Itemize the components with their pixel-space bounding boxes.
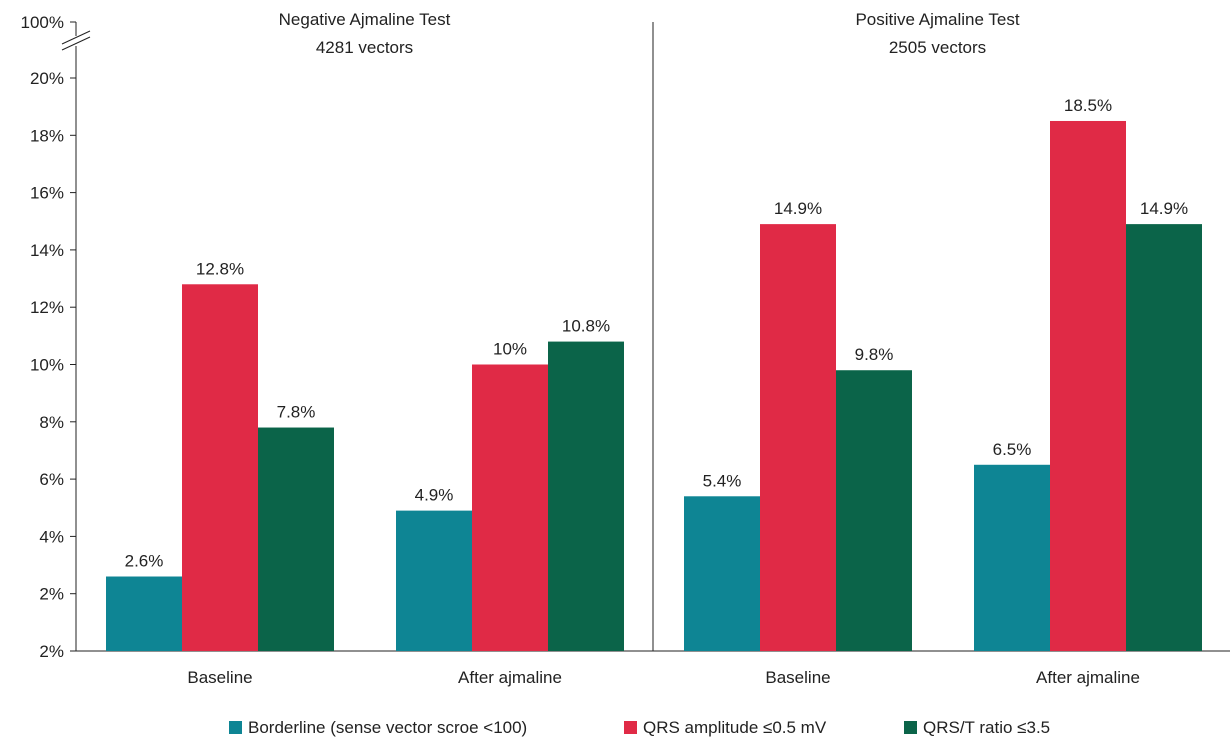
y-tick-label: 20% (30, 69, 64, 88)
y-tick-label: 18% (30, 126, 64, 145)
bar (836, 370, 912, 651)
chart-panels: Negative Ajmaline Test 4281 vectors 2.6% 12… (106, 10, 1202, 687)
legend-label: QRS amplitude ≤0.5 mV (643, 718, 827, 737)
panel-title: Positive Ajmaline Test (855, 10, 1019, 29)
legend-swatch (624, 721, 637, 734)
panel-title: Negative Ajmaline Test (279, 10, 451, 29)
panel-1: Negative Ajmaline Test 4281 vectors 2.6% 12… (106, 10, 624, 687)
bar (684, 496, 760, 651)
data-label: 7.8% (277, 403, 316, 422)
data-label: 10.8% (562, 317, 610, 336)
bar (106, 576, 182, 651)
y-tick-label: 16% (30, 184, 64, 203)
data-label: 5.4% (703, 471, 742, 490)
legend: Borderline (sense vector scroe <100) QRS … (229, 718, 1050, 737)
y-tick-label: 10% (30, 356, 64, 375)
data-label: 4.9% (415, 486, 454, 505)
legend-item: QRS amplitude ≤0.5 mV (624, 718, 827, 737)
data-label: 2.6% (125, 552, 164, 571)
y-tick-label: 14% (30, 241, 64, 260)
x-tick-label: Baseline (765, 668, 830, 687)
legend-label: Borderline (sense vector scroe <100) (248, 718, 527, 737)
bar (258, 427, 334, 651)
x-tick-label: Baseline (187, 668, 252, 687)
data-label: 12.8% (196, 259, 244, 278)
data-label: 14.9% (1140, 199, 1188, 218)
bar (396, 510, 472, 651)
legend-item: Borderline (sense vector scroe <100) (229, 718, 527, 737)
data-label: 6.5% (993, 440, 1032, 459)
bar (974, 464, 1050, 651)
bar (760, 224, 836, 652)
bar (472, 364, 548, 651)
panel-subtitle: 4281 vectors (316, 38, 413, 57)
panel-2: Positive Ajmaline Test 2505 vectors 5.4% 14… (684, 10, 1202, 687)
y-tick-label: 6% (39, 470, 64, 489)
y-tick-label: 4% (39, 527, 64, 546)
data-label: 9.8% (855, 345, 894, 364)
axis-break-mark (61, 30, 91, 45)
y-tick-label: 2% (39, 642, 64, 661)
y-break-label: 100% (21, 13, 64, 32)
data-label: 18.5% (1064, 96, 1112, 115)
x-tick-label: After ajmaline (1036, 668, 1140, 687)
y-tick-label: 12% (30, 298, 64, 317)
y-tick-label: 2% (39, 585, 64, 604)
legend-item: QRS/T ratio ≤3.5 (904, 718, 1050, 737)
panel-subtitle: 2505 vectors (889, 38, 986, 57)
legend-label: QRS/T ratio ≤3.5 (923, 718, 1050, 737)
data-label: 14.9% (774, 199, 822, 218)
data-label: 10% (493, 340, 527, 359)
legend-swatch (904, 721, 917, 734)
bar (548, 341, 624, 651)
y-tick-label: 8% (39, 413, 64, 432)
axis-break-mark (61, 36, 91, 51)
axes: 2% 2% 4% 6% 8% 10% 12% 14% 16% 18% 20% 100% (21, 13, 1230, 661)
x-tick-label: After ajmaline (458, 668, 562, 687)
bar (182, 284, 258, 651)
legend-swatch (229, 721, 242, 734)
bar (1126, 224, 1202, 652)
bar (1050, 120, 1126, 652)
